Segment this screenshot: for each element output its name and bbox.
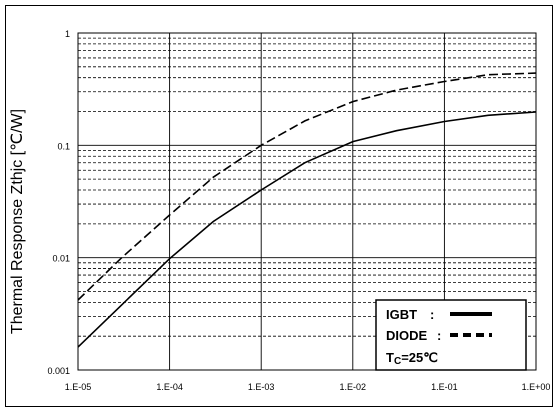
legend-condition: TC=25℃ <box>386 350 438 367</box>
legend-label-diode: DIODE <box>386 328 428 343</box>
x-tick-label: 1.E-02 <box>340 382 367 392</box>
x-tick-label: 1.E-01 <box>431 382 458 392</box>
x-tick-label: 1.E-04 <box>156 382 183 392</box>
x-tick-label: 1.E-05 <box>65 382 92 392</box>
minor-grid <box>78 37 536 337</box>
y-tick-label: 0.01 <box>52 254 70 264</box>
legend: IGBT:DIODE:TC=25℃ <box>375 299 527 371</box>
curves <box>77 72 537 348</box>
series-line-diode <box>77 72 537 301</box>
x-axis-tick-labels: 1.E-05 1.E-04 1.E-03 1.E-02 1.E-01 1.E+00 <box>65 382 551 392</box>
y-tick-label: 0.001 <box>47 366 70 376</box>
y-axis-tick-labels: 1 0.1 0.01 0.001 <box>47 29 70 376</box>
x-tick-label: 1.E-03 <box>248 382 275 392</box>
y-tick-label: 1 <box>65 29 70 39</box>
y-tick-label: 0.1 <box>57 141 70 151</box>
legend-box <box>375 299 527 371</box>
legend-separator: : <box>437 328 441 343</box>
x-tick-label: 1.E+00 <box>522 382 551 392</box>
legend-label-igbt: IGBT <box>386 307 417 322</box>
plot-area-border <box>77 32 537 371</box>
legend-separator: : <box>430 307 434 322</box>
y-axis-label: Thermal Response Zthjc [℃/W] <box>9 109 26 334</box>
series-line-igbt <box>77 111 537 348</box>
